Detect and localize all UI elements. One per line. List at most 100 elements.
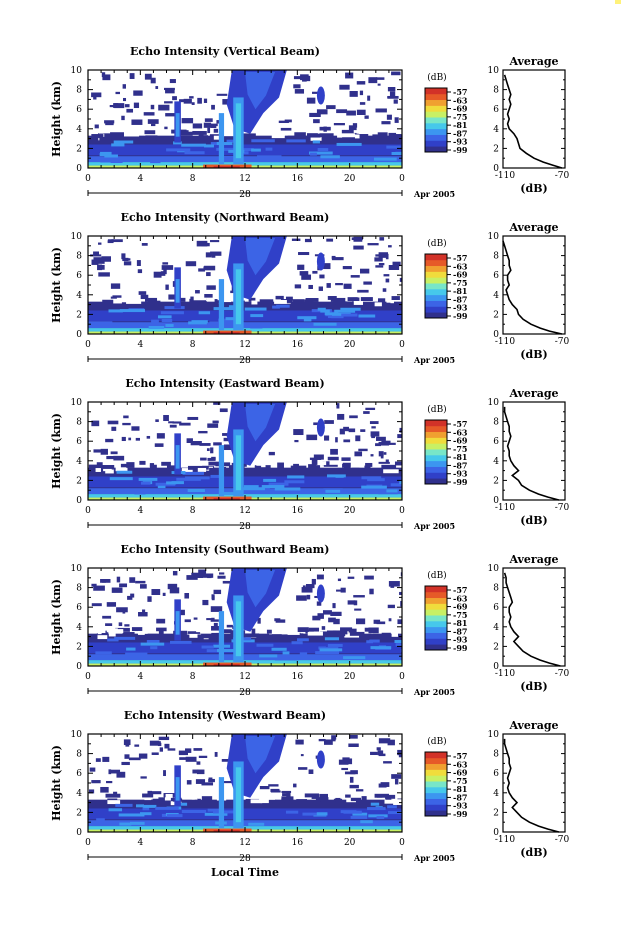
echo-cell — [181, 143, 206, 147]
echo-cell — [336, 142, 362, 146]
echo-cell — [268, 799, 277, 804]
echo-cell — [161, 813, 169, 817]
echo-cell — [139, 812, 152, 816]
panel-0: Echo Intensity (Vertical Beam) 0 2 4 6 8 10 Hei… — [50, 45, 570, 200]
echo-cell — [178, 750, 188, 756]
profile-x-tick-label: -70 — [555, 669, 570, 679]
echo-cell — [116, 576, 121, 583]
echo-cell — [353, 600, 358, 606]
echo-cell — [150, 104, 155, 110]
echo-cell — [130, 821, 145, 825]
x-tick-label: 12 — [239, 340, 250, 350]
echo-cell — [98, 242, 102, 245]
colorbar-frame — [424, 585, 448, 651]
echo-cell — [251, 628, 256, 635]
echo-cell — [374, 257, 383, 262]
date-label: Apr 2005 — [413, 853, 455, 863]
x-tick-label: 8 — [190, 672, 196, 682]
echo-cell — [321, 626, 326, 630]
echo-cell — [198, 755, 208, 758]
y-tick-label: 2 — [76, 476, 82, 486]
echo-cell — [397, 434, 402, 439]
echo-cell — [134, 744, 140, 747]
echo-column — [218, 611, 225, 663]
echo-cell — [319, 274, 325, 279]
echo-cell — [401, 647, 402, 651]
echo-cell — [356, 81, 366, 85]
echo-cell — [126, 258, 131, 261]
echo-cell — [203, 144, 214, 148]
echo-cell — [180, 131, 187, 136]
echo-cell — [387, 739, 395, 746]
colorbar-cell — [425, 792, 447, 799]
echo-cell — [327, 643, 343, 647]
echo-cell — [286, 129, 298, 134]
echo-cell — [193, 617, 198, 620]
echo-cell — [377, 302, 391, 307]
echo-cell — [94, 124, 99, 129]
echo-cell — [307, 133, 321, 138]
echo-cell — [165, 324, 174, 328]
echo-cell — [102, 579, 106, 583]
x-tick-label: 12 — [239, 506, 250, 516]
echo-cell — [284, 480, 305, 484]
echo-cell — [140, 776, 147, 779]
echo-cell — [316, 750, 325, 769]
colorbar-tick-label: -99 — [453, 311, 468, 321]
echo-cell — [271, 647, 287, 651]
echo-cell — [337, 578, 342, 582]
echo-cell — [270, 790, 281, 793]
profile-y-tick-label: 0 — [493, 164, 499, 174]
echo-cell — [260, 130, 269, 135]
colorbar-tick-label: -69 — [453, 436, 468, 446]
echo-cell — [124, 104, 130, 108]
echo-cell — [377, 750, 384, 756]
echo-cell — [114, 103, 125, 109]
echo-cell — [284, 136, 291, 141]
colorbar-cell — [425, 632, 447, 639]
echo-cell — [353, 236, 363, 242]
echo-cell — [292, 299, 305, 304]
echo-column — [175, 445, 180, 469]
echo-cell — [121, 253, 126, 260]
echo-cell — [384, 794, 396, 799]
echo-cell — [156, 618, 166, 624]
echo-cell — [367, 807, 386, 811]
echo-cell — [361, 796, 367, 801]
echo-cell — [313, 454, 324, 460]
echo-cell — [376, 77, 385, 80]
echo-cell — [257, 617, 261, 624]
x-tick-label: 0 — [85, 672, 91, 682]
echo-cell — [343, 439, 351, 443]
echo-cell — [358, 448, 368, 452]
echo-cell — [150, 646, 158, 650]
echo-cell — [384, 799, 399, 804]
echo-cell — [155, 86, 159, 89]
echo-cell — [278, 120, 289, 124]
echo-cell — [213, 810, 239, 814]
echo-cell — [339, 133, 355, 138]
echo-cell — [144, 73, 152, 80]
echo-cell — [349, 137, 362, 142]
colorbar-unit: (dB) — [427, 238, 446, 249]
echo-cell — [347, 600, 356, 605]
echo-cell — [109, 104, 115, 108]
echo-cell — [271, 134, 285, 139]
echo-cell — [293, 76, 303, 80]
echo-cell — [155, 806, 179, 810]
echo-cell — [298, 767, 308, 770]
colorbar-cell — [425, 757, 447, 765]
y-tick-label: 4 — [76, 291, 82, 301]
echo-cell — [198, 569, 207, 575]
echo-cell — [291, 641, 303, 645]
echo-cell — [190, 441, 202, 446]
echo-cell — [151, 319, 159, 323]
echo-cell — [360, 429, 366, 432]
x-tick-label: 20 — [344, 838, 356, 848]
echo-cell — [254, 465, 260, 470]
echo-cell — [378, 262, 385, 266]
echo-cell — [390, 483, 402, 487]
echo-cell — [109, 477, 133, 481]
echo-cell — [107, 420, 119, 425]
y-tick-label: 8 — [76, 750, 82, 760]
